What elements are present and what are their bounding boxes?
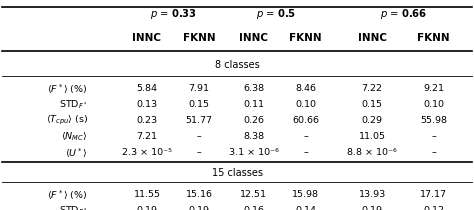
Text: 3.1 × 10⁻⁶: 3.1 × 10⁻⁶ [228,148,279,157]
Text: 7.22: 7.22 [362,84,383,93]
Text: 0.12: 0.12 [423,206,444,210]
Text: –: – [303,132,308,141]
Text: 8 classes: 8 classes [215,60,259,70]
Text: –: – [431,148,436,157]
Text: FKNN: FKNN [183,33,215,43]
Text: 11.55: 11.55 [134,190,160,199]
Text: 9.21: 9.21 [423,84,444,93]
Text: 0.10: 0.10 [295,100,316,109]
Text: 6.38: 6.38 [243,84,264,93]
Text: STD$_{F^*}$: STD$_{F^*}$ [59,204,88,210]
Text: 0.19: 0.19 [137,206,157,210]
Text: 0.26: 0.26 [243,116,264,125]
Text: 0.23: 0.23 [137,116,157,125]
Text: $\langle F^*\rangle$ (%): $\langle F^*\rangle$ (%) [47,82,88,95]
Text: 12.51: 12.51 [240,190,267,199]
Text: 8.38: 8.38 [243,132,264,141]
Text: 0.13: 0.13 [137,100,157,109]
Text: FKNN: FKNN [418,33,450,43]
Text: –: – [197,132,201,141]
Text: –: – [197,148,201,157]
Text: 11.05: 11.05 [359,132,385,141]
Text: 0.19: 0.19 [362,206,383,210]
Text: 0.14: 0.14 [295,206,316,210]
Text: 0.11: 0.11 [243,100,264,109]
Text: INNC: INNC [132,33,162,43]
Text: 55.98: 55.98 [420,116,447,125]
Text: 15.16: 15.16 [186,190,212,199]
Text: 17.17: 17.17 [420,190,447,199]
Text: $p$ = $\mathbf{0.33}$: $p$ = $\mathbf{0.33}$ [149,7,197,21]
Text: 15.98: 15.98 [292,190,319,199]
Text: $\langle T_{cpu}\rangle$ (s): $\langle T_{cpu}\rangle$ (s) [46,114,88,127]
Text: 0.16: 0.16 [243,206,264,210]
Text: 0.15: 0.15 [362,100,383,109]
Text: 2.3 × 10⁻⁵: 2.3 × 10⁻⁵ [122,148,172,157]
Text: $\langle N_{MC}\rangle$: $\langle N_{MC}\rangle$ [62,130,88,143]
Text: –: – [431,132,436,141]
Text: 15 classes: 15 classes [211,168,263,178]
Text: 0.10: 0.10 [423,100,444,109]
Text: INNC: INNC [357,33,387,43]
Text: FKNN: FKNN [290,33,322,43]
Text: 8.46: 8.46 [295,84,316,93]
Text: 7.91: 7.91 [189,84,210,93]
Text: $p$ = $\mathbf{0.66}$: $p$ = $\mathbf{0.66}$ [380,7,426,21]
Text: 60.66: 60.66 [292,116,319,125]
Text: INNC: INNC [239,33,268,43]
Text: $p$ = $\mathbf{0.5}$: $p$ = $\mathbf{0.5}$ [256,7,296,21]
Text: 0.19: 0.19 [189,206,210,210]
Text: 51.77: 51.77 [186,116,212,125]
Text: $\langle F^*\rangle$ (%): $\langle F^*\rangle$ (%) [47,189,88,201]
Text: 7.21: 7.21 [137,132,157,141]
Text: 0.15: 0.15 [189,100,210,109]
Text: 13.93: 13.93 [358,190,386,199]
Text: 0.29: 0.29 [362,116,383,125]
Text: –: – [303,148,308,157]
Text: STD$_{F^*}$: STD$_{F^*}$ [59,98,88,111]
Text: 5.84: 5.84 [137,84,157,93]
Text: $\langle U^*\rangle$: $\langle U^*\rangle$ [65,146,88,159]
Text: 8.8 × 10⁻⁶: 8.8 × 10⁻⁶ [347,148,397,157]
